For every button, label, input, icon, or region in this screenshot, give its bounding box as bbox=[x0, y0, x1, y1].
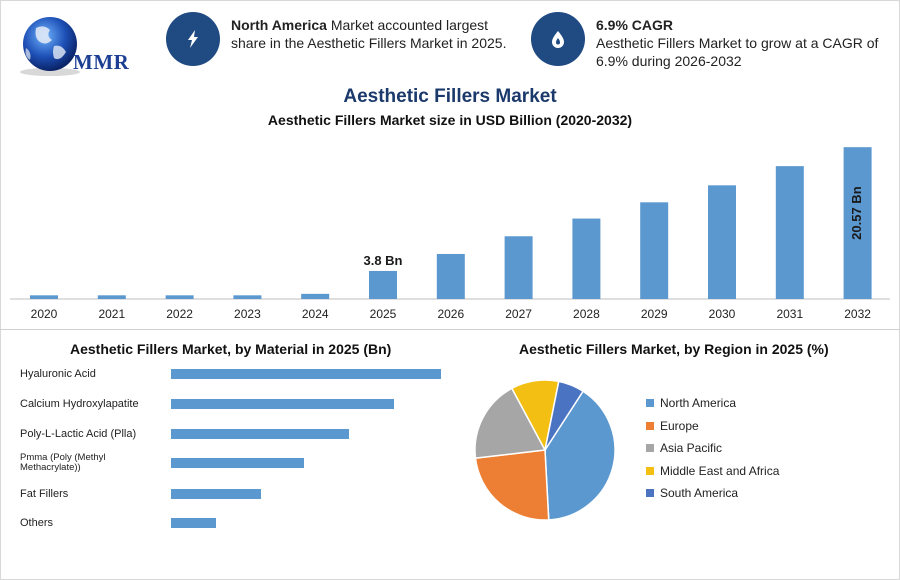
logo-text: MMR bbox=[73, 50, 130, 74]
info-card-cagr: 6.9% CAGR Aesthetic Fillers Market to gr… bbox=[531, 12, 891, 72]
category-label: Fat Fillers bbox=[20, 488, 69, 500]
x-tick-label: 2028 bbox=[573, 307, 600, 321]
legend-label: South America bbox=[660, 486, 739, 500]
category-label: Hyaluronic Acid bbox=[20, 368, 96, 380]
x-tick-label: 2029 bbox=[641, 307, 668, 321]
x-tick-label: 2030 bbox=[709, 307, 736, 321]
bar bbox=[504, 236, 533, 299]
x-tick-label: 2026 bbox=[437, 307, 464, 321]
x-tick-label: 2020 bbox=[31, 307, 58, 321]
bar bbox=[171, 369, 441, 379]
legend-swatch bbox=[646, 444, 654, 452]
bar bbox=[640, 202, 669, 299]
legend-item: North America bbox=[646, 396, 736, 410]
bar bbox=[171, 399, 394, 409]
bar bbox=[775, 166, 804, 299]
bar bbox=[171, 518, 216, 528]
info-line1: Market accounted largest bbox=[326, 17, 489, 33]
bar bbox=[171, 489, 261, 499]
bar bbox=[708, 185, 736, 299]
info-bold: North America bbox=[231, 17, 327, 33]
info-line2: 6.9% during 2026-2032 bbox=[596, 53, 742, 69]
legend-swatch bbox=[646, 466, 654, 475]
info-line1: Aesthetic Fillers Market to grow at a CA… bbox=[596, 35, 879, 51]
bar bbox=[233, 295, 262, 299]
section-divider bbox=[0, 329, 900, 330]
x-tick-label: 2032 bbox=[844, 307, 871, 321]
bar bbox=[171, 429, 349, 439]
pie-slice bbox=[474, 449, 550, 521]
legend-item: South America bbox=[646, 486, 738, 500]
legend-swatch bbox=[646, 421, 654, 430]
category-label: Pmma (Poly (Methyl Methacrylate)) bbox=[20, 452, 106, 473]
legend-swatch bbox=[646, 399, 654, 407]
info-card-north-america: North America Market accounted largest s… bbox=[166, 12, 516, 72]
legend-item: Asia Pacific bbox=[646, 441, 722, 455]
data-label: 3.8 Bn bbox=[363, 253, 402, 268]
pie-slice bbox=[544, 380, 585, 451]
x-tick-label: 2023 bbox=[234, 307, 261, 321]
legend-label: Middle East and Africa bbox=[660, 463, 780, 478]
legend-item: Middle East and Africa bbox=[646, 464, 779, 478]
material-chart-title: Aesthetic Fillers Market, by Material in… bbox=[70, 341, 392, 357]
page-title: Aesthetic Fillers Market bbox=[343, 86, 557, 107]
x-tick-label: 2031 bbox=[776, 307, 803, 321]
info-text-cagr: 6.9% CAGR Aesthetic Fillers Market to gr… bbox=[596, 16, 878, 70]
bar bbox=[171, 458, 304, 468]
legend-label: North America bbox=[660, 396, 737, 410]
bar bbox=[30, 295, 58, 299]
chart-subtitle: Aesthetic Fillers Market size in USD Bil… bbox=[267, 112, 633, 128]
x-tick-label: 2024 bbox=[302, 307, 329, 321]
info-text-north-america: North America Market accounted largest s… bbox=[231, 16, 506, 52]
category-label: Others bbox=[20, 517, 54, 529]
bar bbox=[301, 293, 330, 299]
legend-label: Europe bbox=[660, 418, 699, 433]
bar bbox=[436, 253, 465, 299]
pie-slice bbox=[474, 387, 547, 459]
lightning-icon bbox=[166, 12, 220, 66]
bar bbox=[97, 295, 126, 299]
info-line2: share in the Aesthetic Fillers Market in… bbox=[231, 35, 507, 51]
category-label: Poly-L-Lactic Acid (Plla) bbox=[20, 428, 137, 440]
x-tick-label: 2027 bbox=[505, 307, 532, 321]
legend-label: Asia Pacific bbox=[660, 441, 723, 455]
legend-item: Europe bbox=[646, 419, 699, 433]
x-tick-label: 2021 bbox=[98, 307, 125, 321]
legend-swatch bbox=[646, 489, 654, 497]
region-chart-title: Aesthetic Fillers Market, by Region in 2… bbox=[519, 341, 829, 357]
info-bold: 6.9% CAGR bbox=[596, 17, 674, 33]
bar bbox=[572, 218, 601, 299]
category-label: Calcium Hydroxylapatite bbox=[20, 398, 139, 410]
bar bbox=[369, 270, 397, 299]
logo bbox=[16, 14, 136, 78]
region-pie-chart bbox=[474, 379, 616, 521]
globe-icon bbox=[20, 17, 80, 76]
growth-icon bbox=[531, 12, 585, 66]
data-label: 20.57 Bn bbox=[849, 186, 864, 240]
bar bbox=[843, 147, 872, 299]
market-size-bar-chart: 2020 2021 2022 2023 2024 2025 3.8 Bn 2026 2027 20… bbox=[10, 147, 890, 321]
x-tick-label: 2025 bbox=[370, 307, 397, 321]
x-tick-label: 2022 bbox=[166, 307, 193, 321]
bar bbox=[165, 295, 194, 299]
